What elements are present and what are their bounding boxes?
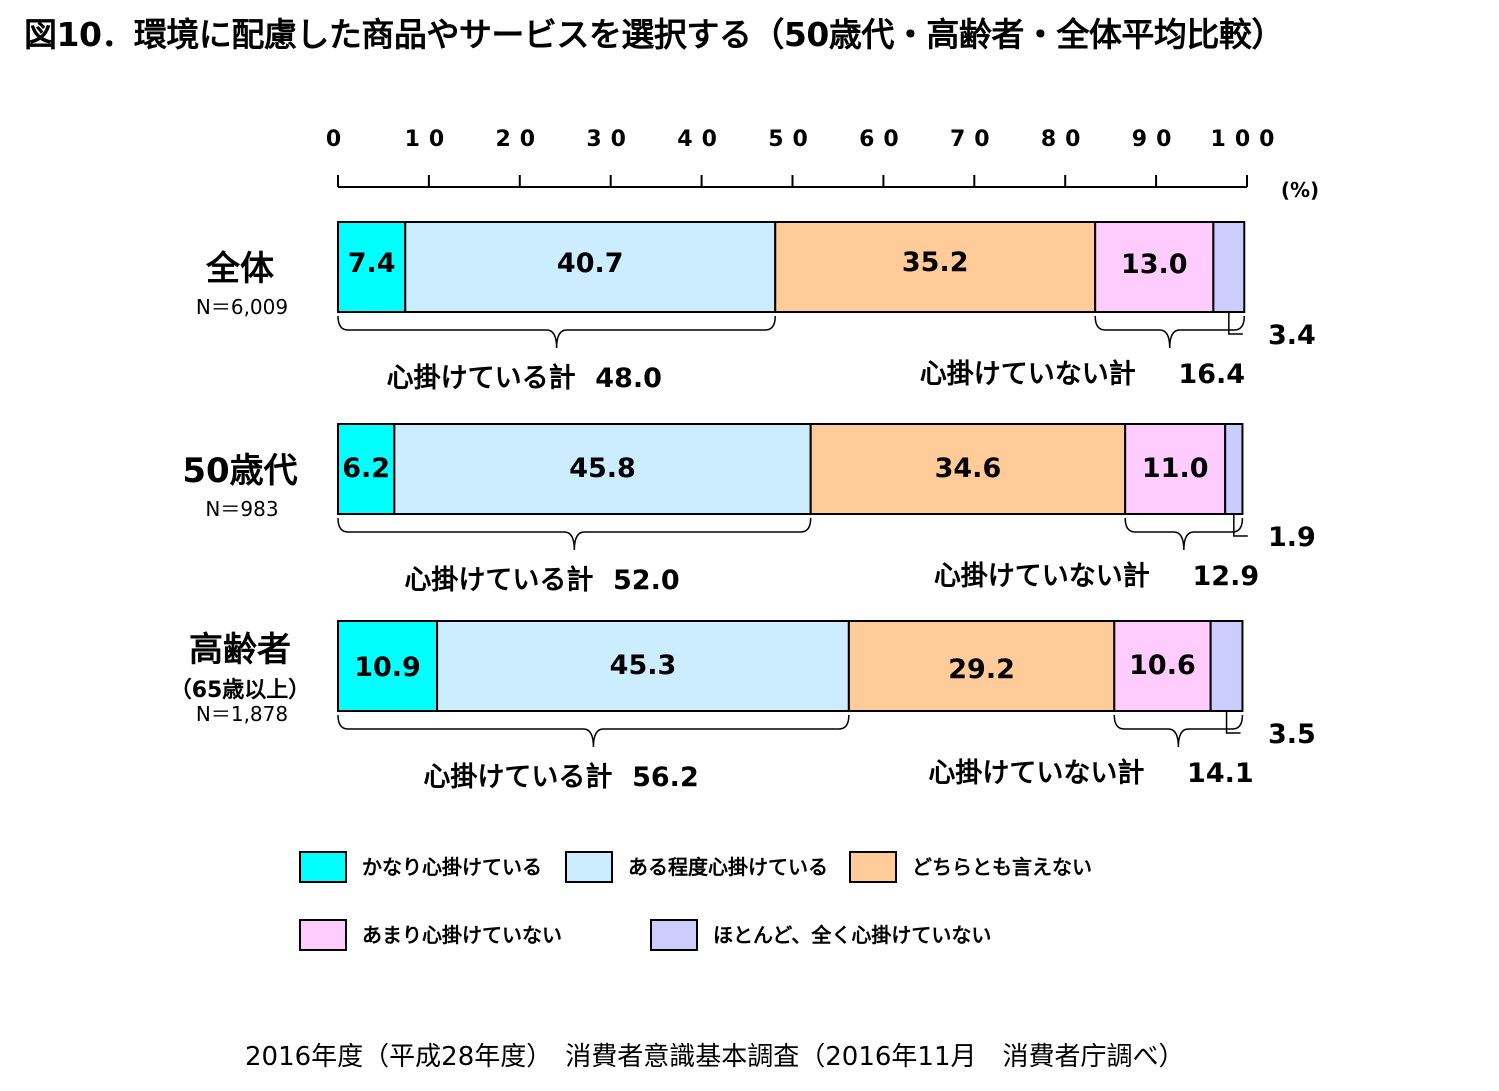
x-axis-unit-label: (%) [1281,178,1319,202]
x-tick-label: 10 [405,127,454,152]
bracket-negative [1124,517,1244,551]
callout-line [1228,312,1243,335]
positive-total-label: 心掛けている計 [387,362,576,394]
bar-segment [1094,221,1215,313]
data-label: 10.9 [354,652,421,683]
negative-total-label: 心掛けていない計 [928,757,1144,789]
source-footnote: 2016年度（平成28年度） 消費者意識基本調査（2016年11月 消費者庁調べ… [245,1042,1185,1072]
data-label: 10.6 [1129,650,1196,681]
data-label: 1.9 [1268,522,1316,553]
bar-segment [1212,221,1246,313]
legend-label: かなり心掛けている [362,855,542,879]
data-label: 34.6 [935,453,1002,484]
data-label: 7.4 [348,248,396,279]
category-n-label: N＝6,009 [196,295,288,319]
x-tick-label: 40 [677,127,726,152]
bar-segment [847,620,1116,712]
x-tick-label: 30 [586,127,635,152]
bar-segment [436,620,850,712]
data-label: 40.7 [557,248,624,279]
legend-swatch [299,851,347,883]
data-label: 6.2 [342,453,390,484]
data-label: 3.5 [1268,719,1316,750]
negative-total-value: 14.1 [1187,758,1254,789]
bar-segment [1209,620,1244,712]
bracket-positive [337,315,776,349]
data-label: 13.0 [1121,249,1188,280]
x-tick-label: 60 [859,127,908,152]
data-label: 35.2 [902,247,969,278]
x-axis: 0 10 20 30 40 50 60 70 80 90 100 (%) [326,127,1319,202]
legend-label: ある程度心掛けている [628,855,828,879]
legend-swatch [650,919,698,951]
category-n-label: N＝983 [205,497,278,521]
negative-total-label: 心掛けていない計 [920,358,1136,390]
positive-total-value: 56.2 [632,762,699,793]
legend-label: どちらとも言えない [912,855,1092,879]
bar-segment [337,423,396,515]
legend-swatch [299,919,347,951]
positive-total-label: 心掛けている計 [423,761,612,793]
positive-total-value: 48.0 [595,363,662,394]
positive-total-value: 52.0 [613,565,680,596]
legend-swatch [849,851,897,883]
x-tick-label: 70 [950,127,999,152]
data-label: 29.2 [948,654,1015,685]
category-n-label: N＝1,878 [196,702,288,726]
bar-segment [337,620,439,712]
positive-total-label: 心掛けている計 [404,564,593,596]
x-tick-label: 50 [768,127,817,152]
legend-swatch [565,851,613,883]
bracket-positive [337,517,812,551]
bar-segment [337,221,407,313]
bar-segment [393,423,812,515]
data-label: 3.4 [1268,320,1316,351]
legend-label: あまり心掛けていない [362,923,562,947]
x-tick-label: 20 [495,127,544,152]
bracket-positive [337,714,850,748]
bar-segment [809,423,1127,515]
callout-line [1225,711,1241,734]
category-label: 高齢者 [189,630,291,670]
bars: 全体 N＝6,009 7.4 40.7 35.2 13.0 3.4 心掛けている計 48.0 心掛… [170,221,1316,793]
data-label: 45.8 [569,453,636,484]
callout-line [1233,514,1248,537]
x-tick-label: 80 [1041,127,1090,152]
bar-segment [774,221,1097,313]
legend-label: ほとんど、全く心掛けていない [713,923,991,947]
x-tick-label: 0 [326,127,350,152]
negative-total-value: 12.9 [1193,561,1260,592]
category-label: 50歳代 [182,451,297,491]
data-label: 11.0 [1142,453,1209,484]
x-tick-label: 100 [1211,127,1284,152]
negative-total-label: 心掛けていない計 [934,560,1150,592]
chart-title: 図10．環境に配慮した商品やサービスを選択する（50歳代・高齢者・全体平均比較） [24,15,1284,54]
category-sublabel: （65歳以上） [170,678,311,703]
bracket-negative [1094,315,1246,349]
negative-total-value: 16.4 [1178,359,1245,390]
data-label: 45.3 [610,650,677,681]
bracket-negative [1113,714,1244,748]
category-label: 全体 [205,249,274,289]
bar-segment [1224,423,1244,515]
bar-segment [1124,423,1227,515]
x-tick-label: 90 [1132,127,1181,152]
